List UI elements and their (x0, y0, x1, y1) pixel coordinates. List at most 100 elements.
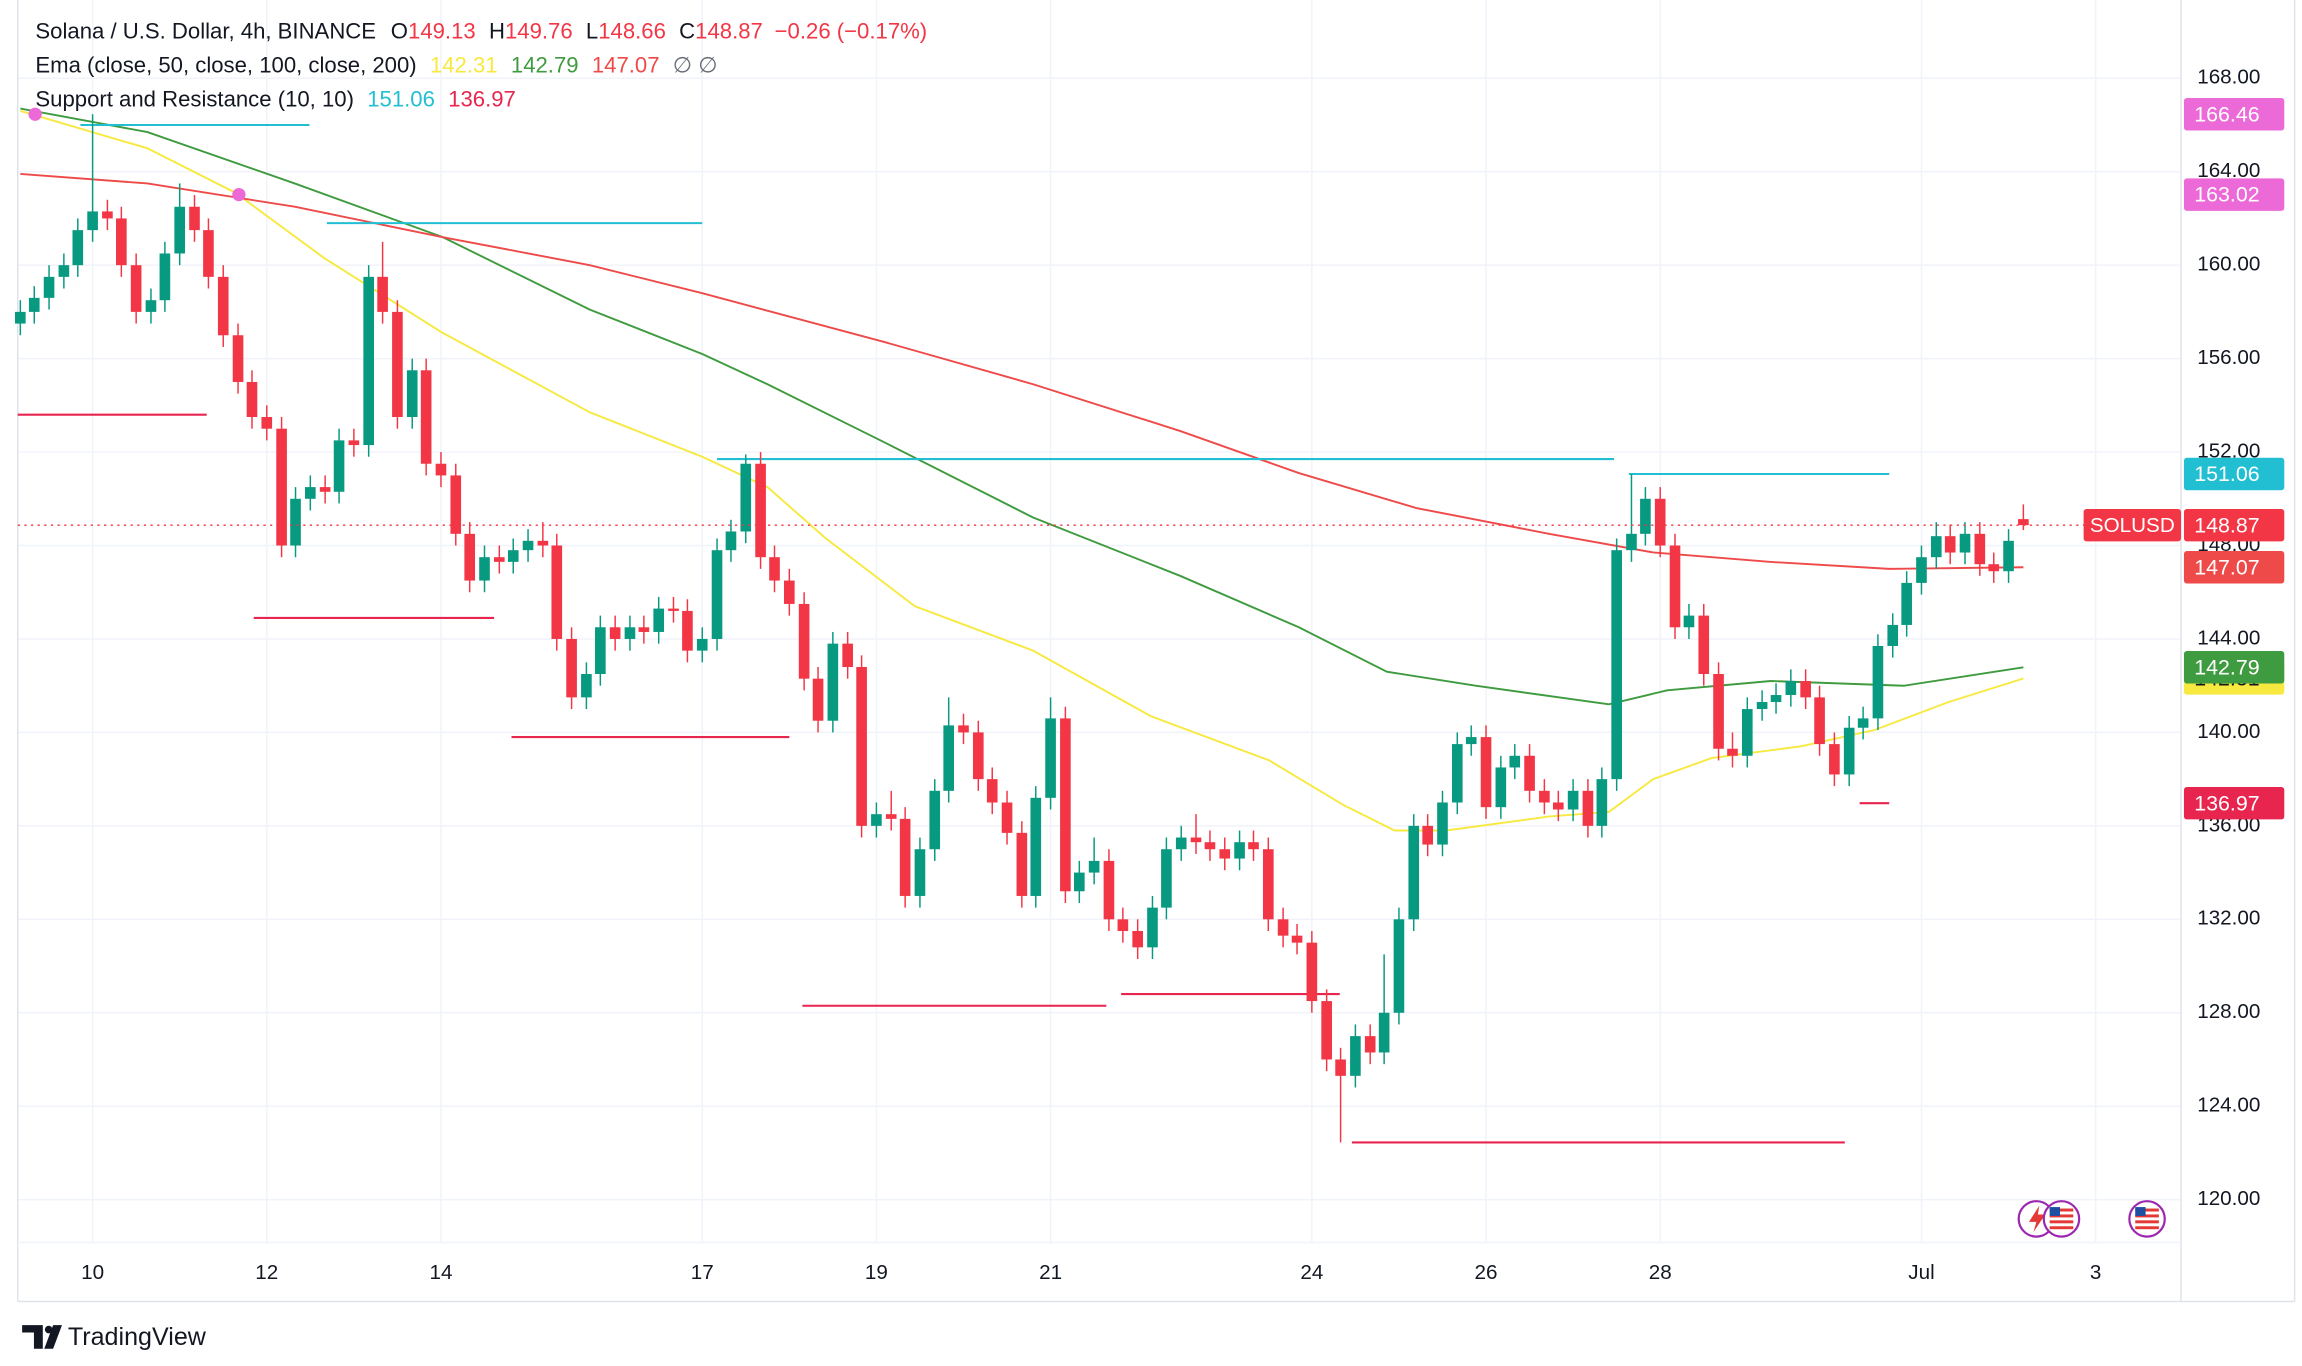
icon-stripe (2049, 1220, 2074, 1224)
candle-body (28, 297, 40, 312)
candle-body (217, 276, 229, 336)
candle-body (102, 211, 113, 219)
ohlc-label: H (489, 18, 505, 43)
ohlc-label: O (391, 18, 408, 43)
sr-value: 151.06 (367, 86, 435, 111)
candle-body (1727, 748, 1738, 756)
candle-body (1582, 790, 1594, 826)
candle-body (1669, 545, 1681, 628)
candle-body (1291, 935, 1303, 943)
candle-body (943, 725, 955, 791)
candle-body (972, 732, 984, 780)
candle-body (290, 498, 301, 546)
candle-body (1495, 767, 1507, 808)
candle-body (392, 311, 403, 418)
candle-body (1335, 1059, 1346, 1076)
icon-bolt (2029, 1205, 2046, 1233)
candle-body (1974, 533, 1986, 565)
candle-body (1001, 802, 1013, 833)
candle-body (1451, 744, 1463, 803)
candle-body (1552, 802, 1564, 810)
y-tick-label: 160.00 (2197, 253, 2260, 276)
candle-body (1437, 802, 1448, 845)
candle-body (507, 550, 519, 562)
candle-body (1524, 755, 1535, 791)
candle-body (769, 557, 780, 581)
candle-body (145, 300, 157, 312)
ohlc-label: C (679, 18, 695, 43)
candle-body (812, 678, 824, 721)
candle-body (1147, 907, 1158, 948)
price-axis-label (2183, 508, 2285, 542)
symbol-label-text: SOLUSD (2090, 514, 2175, 537)
candle-body (1654, 498, 1666, 546)
candle-body (333, 440, 345, 492)
candle-body (1857, 718, 1869, 728)
candle-body (1683, 615, 1695, 628)
candle-body (43, 276, 55, 298)
candle-body (1393, 919, 1405, 1013)
candle-body (1814, 697, 1825, 745)
x-tick-label: 12 (255, 1261, 278, 1284)
candle-body (856, 666, 867, 826)
candle-body (595, 627, 606, 675)
candle-body (1103, 860, 1115, 920)
x-tick-label: 17 (691, 1261, 714, 1284)
candle-body (711, 550, 723, 639)
ema-line (20, 107, 2024, 706)
candle-body (203, 230, 214, 277)
candle-body (1219, 849, 1231, 859)
candle-body (276, 428, 287, 546)
legend-ema: Ema (close, 50, close, 100, close, 200) 1… (35, 52, 717, 77)
candle-body (1785, 681, 1797, 696)
price-axis-label (2183, 98, 2285, 131)
candle-body (1901, 582, 1912, 625)
candle-body (1959, 533, 1971, 553)
candle-body (581, 674, 592, 698)
candle-body (1988, 564, 2000, 572)
candle-body (2003, 540, 2014, 572)
candle-body (1916, 557, 1927, 583)
candle-body (1204, 842, 1216, 850)
candle-body (1626, 533, 1637, 551)
candle-body (1509, 755, 1521, 768)
candle-body (740, 463, 752, 532)
legend-sr: Support and Resistance (10, 10) 151.06 136… (35, 86, 515, 111)
candle-body (159, 253, 171, 301)
price-axis-label-text: 136.97 (2194, 791, 2259, 815)
price-axis-label-text: 147.07 (2194, 555, 2259, 579)
price-axis-label-text: 151.06 (2194, 462, 2259, 486)
icon-ring (2042, 1200, 2081, 1238)
candle-body (1074, 872, 1085, 892)
flag-icon (2128, 1200, 2166, 1238)
candle-body (493, 557, 505, 562)
grid (17, 0, 2181, 1243)
candle-body (1944, 536, 1956, 553)
candle-body (116, 218, 127, 266)
candle-body (130, 265, 142, 312)
candle-body (1887, 624, 1899, 646)
candle-body (1016, 832, 1028, 896)
candle-body (1030, 797, 1042, 896)
candle-body (755, 463, 766, 558)
candle-body (1422, 825, 1433, 845)
candle-body (15, 311, 26, 324)
icon-stripe (2135, 1214, 2159, 1218)
candle-body (1567, 790, 1579, 810)
ohlc-label: L (586, 18, 598, 43)
candle-body (1930, 536, 1942, 558)
icon-stripe (2049, 1214, 2074, 1218)
icon-stripe (2049, 1226, 2074, 1230)
price-axis-label (2183, 650, 2285, 684)
candle-body (1045, 718, 1056, 798)
x-tick-label: 21 (1039, 1261, 1062, 1284)
candle-body (842, 643, 853, 667)
candle-body (1698, 615, 1710, 675)
candle-body (1465, 737, 1477, 745)
candle-body (784, 580, 795, 604)
ema-name: Ema (close, 50, close, 100, close, 200) (35, 52, 416, 77)
icon-stripe (2135, 1226, 2159, 1230)
price-axis-label-text: 148.87 (2194, 513, 2259, 537)
candle-body (261, 417, 273, 429)
break-marker (28, 107, 42, 121)
